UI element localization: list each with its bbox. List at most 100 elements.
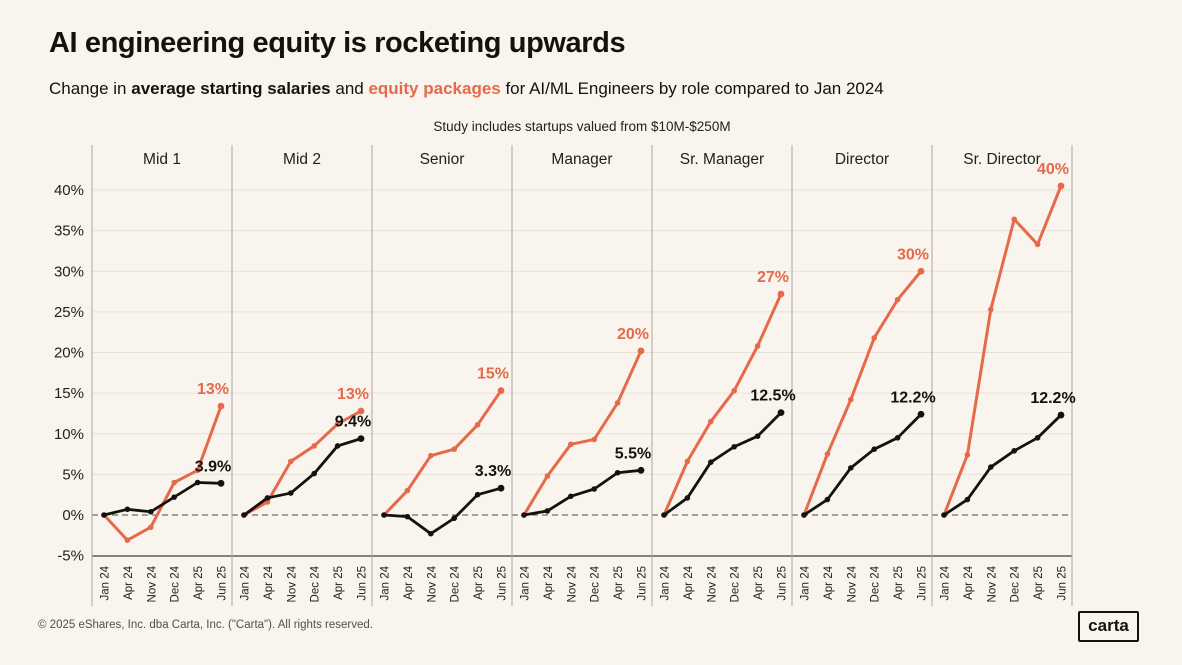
salary-point	[614, 469, 621, 476]
x-axis-tick-label: Apr 24	[543, 565, 555, 599]
salary-point	[568, 493, 574, 500]
salary-point	[288, 490, 294, 496]
x-axis-tick-label: Dec 24	[170, 565, 182, 602]
x-axis-tick-label: Nov 24	[986, 565, 998, 602]
x-axis-tick-label: Jan 24	[100, 565, 112, 600]
y-axis-tick-label: 15%	[54, 385, 84, 402]
salary-point	[148, 508, 154, 515]
equity-point	[497, 387, 505, 395]
salary-point	[824, 496, 831, 503]
salary-point	[591, 486, 597, 492]
equity-point	[591, 436, 597, 443]
salary-point	[1034, 435, 1041, 441]
equity-point	[777, 290, 785, 298]
equity-value-label: 13%	[337, 386, 369, 403]
salary-point	[871, 446, 877, 452]
equity-point	[964, 452, 971, 458]
x-axis-tick-label: Dec 24	[450, 565, 462, 602]
salary-point	[731, 443, 737, 450]
x-axis-tick-label: Apr 24	[263, 565, 275, 599]
x-axis-tick-label: Nov 24	[426, 565, 438, 602]
salary-point	[661, 512, 667, 518]
equity-point	[451, 446, 458, 452]
salary-value-label: 12.2%	[1030, 390, 1075, 407]
equity-point	[1057, 182, 1065, 190]
study-note: Study includes startups valued from $10M…	[433, 119, 731, 134]
salary-line	[382, 486, 503, 536]
salary-point	[241, 512, 247, 518]
equity-point	[334, 421, 341, 427]
equity-value-label: 13%	[197, 381, 229, 398]
panel-title: Mid 2	[283, 151, 321, 168]
equity-point	[124, 537, 131, 543]
salary-point	[801, 512, 807, 518]
x-axis-tick-label: Jan 24	[520, 565, 532, 600]
salary-point	[684, 495, 691, 501]
x-axis-tick-label: Dec 24	[1010, 565, 1022, 602]
salary-point	[917, 410, 925, 418]
x-axis-tick-label: Apr 25	[473, 566, 485, 600]
x-axis-tick-label: Jan 24	[940, 565, 952, 600]
salary-point	[708, 459, 714, 465]
equity-line	[802, 269, 923, 517]
y-axis-tick-label: -5%	[57, 548, 84, 565]
equity-line	[522, 349, 643, 517]
salary-line	[522, 468, 643, 517]
salary-point	[941, 512, 947, 518]
x-axis-tick-label: Nov 24	[286, 565, 298, 602]
equity-point	[637, 347, 645, 355]
equity-line	[942, 184, 1063, 517]
panel-title: Manager	[551, 151, 612, 168]
salary-line	[102, 481, 223, 517]
salary-value-label: 9.4%	[335, 414, 371, 431]
salary-point	[194, 479, 201, 486]
salary-line	[942, 413, 1063, 517]
panel-title: Mid 1	[143, 151, 181, 168]
salary-point	[848, 465, 854, 471]
salary-point	[777, 409, 785, 417]
equity-point	[171, 479, 177, 486]
salary-point	[428, 530, 434, 537]
salary-point	[334, 443, 341, 449]
salary-line	[662, 411, 783, 517]
carta-logo: carta	[1078, 611, 1139, 642]
x-axis-tick-label: Apr 24	[403, 565, 415, 599]
subtitle: Change in average starting salaries and …	[49, 79, 884, 99]
subtitle-connector: and	[330, 79, 369, 98]
salary-point	[217, 479, 225, 487]
x-axis-tick-label: Jan 24	[380, 565, 392, 600]
salary-point	[544, 508, 551, 514]
salary-point	[357, 435, 365, 443]
equity-value-label: 27%	[757, 269, 789, 286]
y-axis-tick-label: 25%	[54, 304, 84, 321]
x-axis-tick-label: Nov 24	[706, 565, 718, 602]
equity-point	[894, 296, 901, 303]
equity-point	[428, 452, 434, 459]
equity-point	[288, 458, 294, 465]
x-axis-tick-label: Nov 24	[146, 565, 158, 602]
salary-point	[894, 435, 901, 441]
salary-point	[521, 512, 527, 518]
y-axis-tick-label: 5%	[62, 466, 84, 483]
x-axis-tick-label: Dec 24	[590, 565, 602, 602]
equity-point	[824, 451, 831, 457]
subtitle-salaries-series-label: average starting salaries	[131, 79, 331, 98]
salary-point	[451, 515, 458, 522]
y-axis-tick-label: 10%	[54, 426, 84, 443]
y-axis-tick-label: 20%	[54, 345, 84, 362]
x-axis-tick-label: Jan 24	[800, 565, 812, 600]
equity-value-label: 30%	[897, 246, 929, 263]
equity-point	[194, 467, 201, 474]
x-axis-tick-label: Jun 25	[637, 566, 649, 601]
x-axis-tick-label: Apr 25	[1033, 566, 1045, 600]
salary-point	[381, 512, 387, 518]
equity-point	[311, 443, 318, 449]
salary-value-label: 3.9%	[195, 458, 231, 475]
salary-value-label: 3.3%	[475, 463, 511, 480]
equity-point	[1011, 216, 1017, 223]
equity-point	[848, 396, 854, 403]
x-axis-tick-label: Jun 25	[217, 566, 229, 601]
salary-value-label: 12.2%	[890, 389, 935, 406]
salary-point	[497, 484, 505, 492]
